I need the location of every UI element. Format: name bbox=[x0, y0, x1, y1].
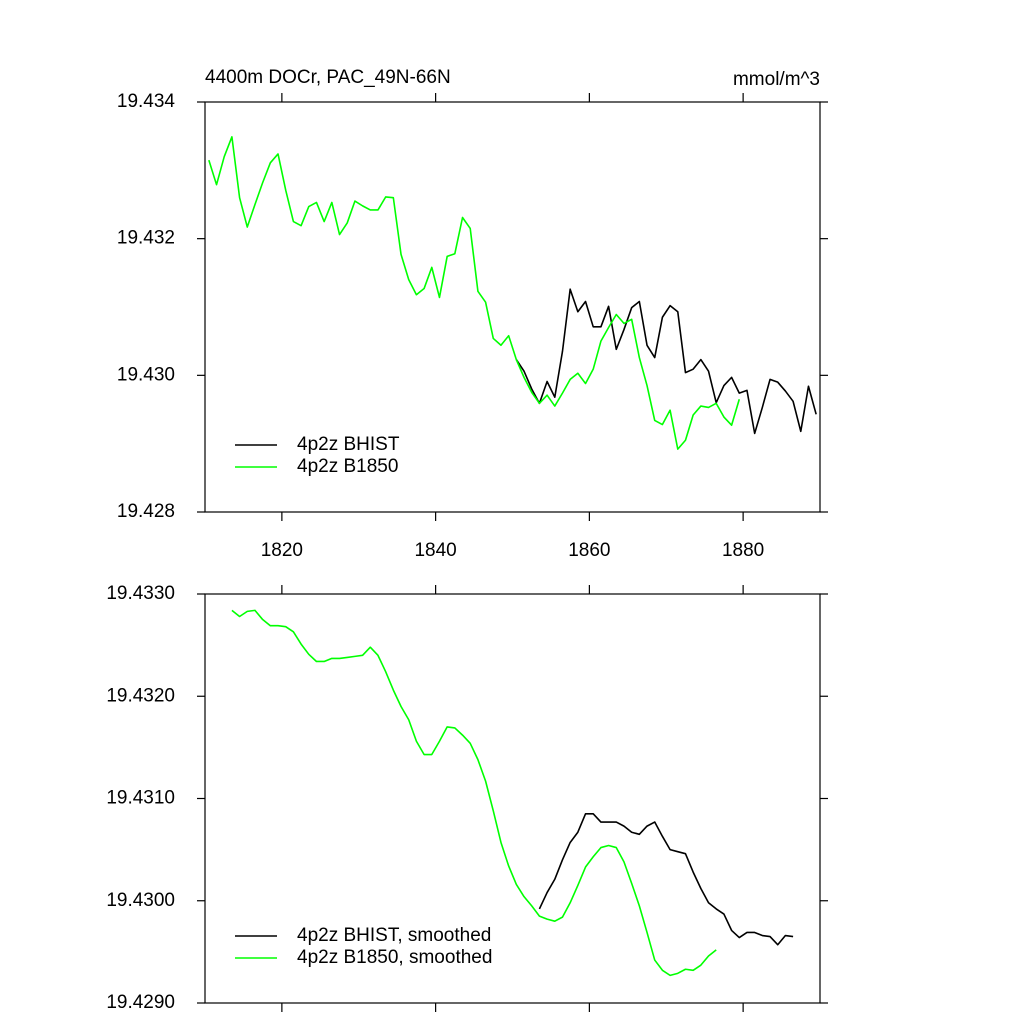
x-tick-label: 1880 bbox=[722, 540, 764, 561]
x-tick-label: 1840 bbox=[414, 540, 456, 561]
legend-label: 4p2z B1850 bbox=[297, 456, 398, 477]
y-tick-label: 19.4300 bbox=[106, 890, 175, 911]
units-label: mmol/m^3 bbox=[733, 69, 820, 90]
y-tick-label: 19.434 bbox=[117, 91, 176, 112]
x-tick-label: 1820 bbox=[261, 540, 303, 561]
series-line bbox=[538, 813, 794, 946]
y-tick-label: 19.4310 bbox=[106, 788, 175, 809]
chart-title: 4400m DOCr, PAC_49N-66N bbox=[205, 67, 451, 88]
y-tick-label: 19.4320 bbox=[106, 685, 175, 706]
y-tick-label: 19.4290 bbox=[106, 992, 175, 1013]
legend-label: 4p2z BHIST, smoothed bbox=[297, 925, 491, 946]
series-line bbox=[231, 609, 717, 977]
y-tick-label: 19.430 bbox=[117, 364, 175, 385]
series-line bbox=[208, 136, 741, 450]
series-line bbox=[515, 288, 817, 435]
legend-label: 4p2z BHIST bbox=[297, 434, 400, 455]
legend-label: 4p2z B1850, smoothed bbox=[297, 947, 492, 968]
y-tick-label: 19.4330 bbox=[106, 583, 175, 604]
plot-frame bbox=[204, 101, 821, 513]
y-tick-label: 19.432 bbox=[117, 228, 175, 249]
x-tick-label: 1860 bbox=[568, 540, 610, 561]
y-tick-label: 19.428 bbox=[117, 501, 175, 522]
